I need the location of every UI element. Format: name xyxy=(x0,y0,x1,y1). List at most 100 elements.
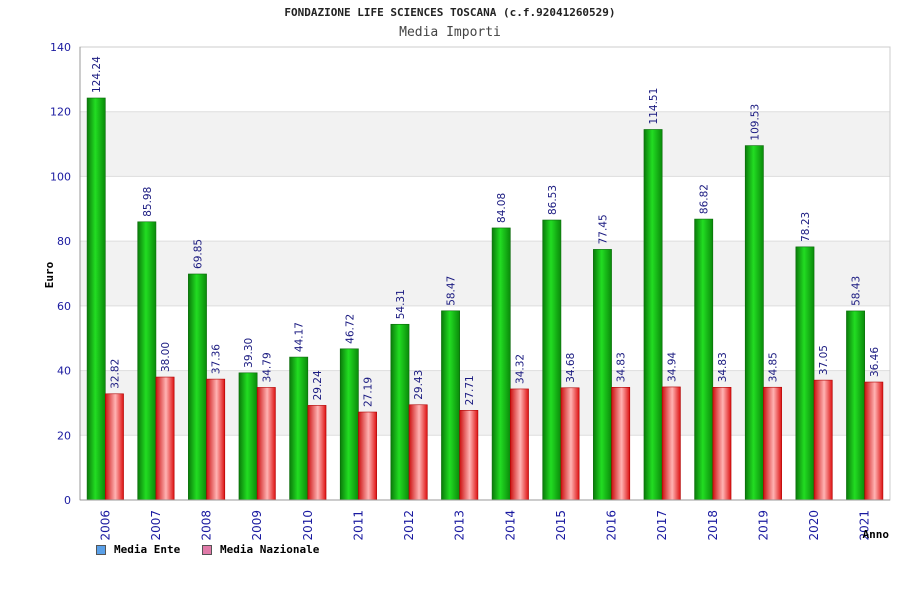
data-label-ente-2018: 86.82 xyxy=(699,184,711,214)
y-tick-label: 20 xyxy=(57,429,71,442)
bar-nazionale-2021 xyxy=(864,381,884,501)
data-label-nazionale-2012: 29.43 xyxy=(413,370,425,400)
data-label-nazionale-2008: 37.36 xyxy=(211,344,223,374)
data-label-ente-2011: 46.72 xyxy=(344,314,356,344)
bar-nazionale-2007 xyxy=(155,376,175,501)
bar-nazionale-2019 xyxy=(763,386,782,501)
grid-band xyxy=(80,47,890,112)
x-tick-label: 2010 xyxy=(301,510,315,541)
legend-item-media-nazionale: Media Nazionale xyxy=(202,543,319,556)
bar-ente-2016 xyxy=(593,249,612,501)
data-label-ente-2020: 78.23 xyxy=(800,212,812,242)
bar-nazionale-2017 xyxy=(661,386,681,501)
x-tick-label: 2019 xyxy=(756,510,770,541)
bar-ente-2011 xyxy=(339,348,359,501)
y-tick-label: 100 xyxy=(50,170,71,183)
bar-ente-2014 xyxy=(491,227,511,501)
x-tick-label: 2021 xyxy=(858,510,872,541)
legend-swatch-nazionale xyxy=(202,544,212,555)
data-label-nazionale-2021: 36.46 xyxy=(869,347,881,377)
data-label-nazionale-2017: 34.94 xyxy=(666,352,678,382)
data-label-nazionale-2019: 34.85 xyxy=(768,352,780,382)
bar-ente-2015 xyxy=(542,219,562,501)
bar-nazionale-2010 xyxy=(307,405,327,501)
x-tick-label: 2020 xyxy=(807,510,821,541)
data-label-nazionale-2007: 38.00 xyxy=(160,342,172,372)
bar-ente-2009 xyxy=(238,372,258,501)
x-tick-label: 2011 xyxy=(351,510,365,541)
bar-ente-2012 xyxy=(390,323,410,501)
x-tick-label: 2009 xyxy=(250,510,264,541)
data-label-ente-2012: 54.31 xyxy=(395,289,407,319)
x-tick-label: 2006 xyxy=(98,510,112,541)
bar-ente-2021 xyxy=(846,310,865,501)
data-label-nazionale-2014: 34.32 xyxy=(514,354,526,384)
bar-nazionale-2011 xyxy=(358,411,377,501)
bar-ente-2017 xyxy=(643,129,663,501)
chart-subtitle: Media Importi xyxy=(399,25,501,40)
y-tick-label: 120 xyxy=(50,106,71,119)
legend-label-ente: Media Ente xyxy=(114,543,181,556)
x-tick-label: 2014 xyxy=(503,510,517,541)
data-label-ente-2017: 114.51 xyxy=(648,88,660,125)
bar-ente-2006 xyxy=(86,97,106,501)
bar-nazionale-2015 xyxy=(560,387,580,501)
bar-nazionale-2012 xyxy=(408,404,428,501)
y-tick-label: 0 xyxy=(64,494,71,507)
y-tick-label: 80 xyxy=(57,235,71,248)
data-label-ente-2007: 85.98 xyxy=(142,187,154,217)
bar-ente-2018 xyxy=(694,218,714,501)
bar-ente-2007 xyxy=(137,221,157,501)
y-tick-label: 60 xyxy=(57,300,71,313)
bar-nazionale-2020 xyxy=(813,379,833,501)
bar-ente-2020 xyxy=(795,246,815,501)
x-axis-label: Anno xyxy=(863,528,890,541)
x-tick-label: 2017 xyxy=(655,510,669,541)
bar-nazionale-2014 xyxy=(510,388,529,501)
data-label-ente-2016: 77.45 xyxy=(597,214,609,244)
data-label-nazionale-2020: 37.05 xyxy=(818,345,830,375)
data-label-ente-2014: 84.08 xyxy=(496,193,508,223)
x-tick-label: 2013 xyxy=(453,510,467,541)
x-tick-label: 2016 xyxy=(605,510,619,541)
data-label-nazionale-2010: 29.24 xyxy=(312,370,324,400)
x-tick-label: 2015 xyxy=(554,510,568,541)
data-label-nazionale-2015: 34.68 xyxy=(565,353,577,383)
bar-ente-2019 xyxy=(744,145,764,501)
x-tick-label: 2018 xyxy=(706,510,720,541)
data-label-ente-2006: 124.24 xyxy=(91,56,103,93)
data-label-ente-2015: 86.53 xyxy=(547,185,559,215)
y-axis-label: Euro xyxy=(43,261,56,288)
bar-ente-2008 xyxy=(188,273,207,501)
data-label-ente-2008: 69.85 xyxy=(192,239,204,269)
data-label-nazionale-2018: 34.83 xyxy=(717,352,729,382)
bar-nazionale-2013 xyxy=(459,410,479,501)
data-label-ente-2013: 58.47 xyxy=(446,276,458,306)
data-label-ente-2019: 109.53 xyxy=(749,104,761,141)
x-tick-label: 2012 xyxy=(402,510,416,541)
bar-nazionale-2008 xyxy=(206,378,226,501)
bar-nazionale-2016 xyxy=(611,387,631,501)
y-tick-label: 140 xyxy=(50,41,71,54)
bar-nazionale-2009 xyxy=(256,387,276,501)
data-label-nazionale-2013: 27.71 xyxy=(464,375,476,405)
data-label-ente-2009: 39.30 xyxy=(243,338,255,368)
legend-item-media-ente: Media Ente xyxy=(96,543,180,556)
data-label-ente-2021: 58.43 xyxy=(851,276,863,306)
bar-ente-2013 xyxy=(441,310,460,501)
legend-swatch-ente xyxy=(96,544,106,555)
grid-band xyxy=(80,176,890,242)
data-label-nazionale-2006: 32.82 xyxy=(109,359,121,389)
legend-label-nazionale: Media Nazionale xyxy=(220,543,320,556)
bar-nazionale-2018 xyxy=(712,387,732,501)
y-tick-label: 40 xyxy=(57,365,71,378)
x-tick-label: 2007 xyxy=(149,510,163,541)
data-label-nazionale-2016: 34.83 xyxy=(616,352,628,382)
x-tick-label: 2008 xyxy=(200,510,214,541)
axes: 0 20 40 60 80 100 120 140 2006 2007 2008 2009 2010 20… xyxy=(50,41,891,541)
chart-title: FONDAZIONE LIFE SCIENCES TOSCANA (c.f.92… xyxy=(284,6,616,19)
data-label-nazionale-2011: 27.19 xyxy=(363,377,375,407)
bar-ente-2010 xyxy=(289,356,309,501)
data-label-ente-2010: 44.17 xyxy=(294,322,306,352)
